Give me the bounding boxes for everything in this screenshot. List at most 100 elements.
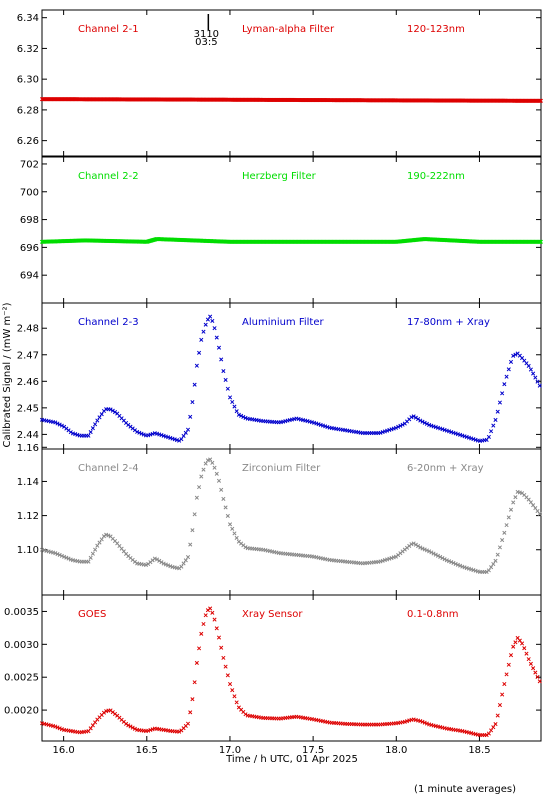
- marker-text: 3110: [194, 29, 219, 40]
- data-point: [188, 710, 193, 715]
- data-point: [135, 429, 140, 434]
- data-point: [88, 429, 93, 435]
- data-point: [232, 404, 237, 409]
- data-point: [130, 725, 135, 730]
- y-tick-label: 0.0020: [4, 706, 39, 717]
- data-point: [500, 692, 505, 697]
- data-point: [409, 415, 414, 420]
- y-tick-label: 6.26: [17, 136, 39, 147]
- data-point: [101, 534, 106, 539]
- data-point: [497, 400, 502, 405]
- data-point: [216, 635, 222, 640]
- data-point: [232, 694, 237, 699]
- data-point: [458, 563, 463, 568]
- data-point: [535, 508, 540, 514]
- x-tick-label: 16.5: [136, 745, 158, 756]
- data-point: [221, 369, 226, 374]
- data-point: [491, 725, 496, 730]
- data-point: [166, 563, 171, 568]
- data-point: [216, 478, 222, 483]
- data-point: [143, 562, 149, 568]
- data-point: [508, 653, 514, 658]
- data-point: [513, 352, 518, 357]
- data-point: [420, 719, 425, 724]
- data-point: [208, 457, 213, 462]
- data-point: [219, 357, 224, 362]
- x-tick-label: 16.0: [52, 745, 74, 756]
- data-series: [39, 457, 542, 575]
- data-point: [99, 537, 104, 542]
- data-point: [154, 557, 160, 562]
- data-point: [504, 672, 509, 677]
- data-point: [489, 429, 494, 434]
- data-point: [57, 422, 62, 427]
- data-point: [199, 474, 204, 479]
- data-series: [39, 236, 543, 244]
- data-point: [438, 554, 443, 559]
- data-point: [508, 507, 514, 512]
- data-point: [55, 421, 60, 426]
- data-point: [93, 422, 98, 427]
- data-point: [230, 688, 235, 693]
- filter-label: Aluminium Filter: [242, 317, 325, 328]
- data-point: [418, 418, 423, 423]
- data-point: [537, 383, 542, 388]
- data-point: [190, 400, 195, 405]
- panel-1: 6.34 6.32 6.30 6.28 6.26 Channel 2-1 Lyman-alp…: [17, 9, 543, 157]
- data-point: [88, 726, 93, 731]
- data-point: [538, 239, 543, 244]
- data-point: [210, 460, 215, 465]
- data-point: [526, 657, 531, 662]
- data-point: [411, 414, 416, 419]
- data-point: [95, 543, 100, 548]
- data-point: [508, 359, 514, 364]
- data-point: [53, 420, 58, 425]
- data-point: [214, 471, 219, 476]
- data-point: [495, 409, 500, 414]
- data-point: [86, 433, 91, 438]
- y-tick-label: 0.0030: [4, 640, 39, 651]
- channel-label: GOES: [78, 609, 106, 620]
- data-point: [528, 500, 533, 505]
- data-point: [243, 545, 248, 550]
- data-point: [513, 640, 518, 645]
- data-point: [188, 414, 193, 419]
- data-point: [400, 422, 405, 427]
- data-point: [502, 382, 507, 387]
- filter-label: Lyman-alpha Filter: [242, 24, 335, 35]
- data-point: [188, 542, 193, 547]
- data-point: [502, 681, 507, 687]
- data-point: [185, 427, 191, 432]
- data-point: [227, 522, 233, 527]
- data-point: [528, 367, 533, 372]
- data-point: [497, 702, 502, 708]
- data-point: [201, 621, 206, 627]
- data-point: [219, 487, 224, 492]
- data-point: [128, 724, 133, 729]
- data-point: [181, 433, 186, 439]
- footnote: (1 minute averages): [414, 784, 516, 795]
- data-point: [243, 712, 248, 717]
- data-point: [427, 422, 432, 427]
- data-point: [179, 564, 184, 569]
- data-point: [203, 613, 208, 618]
- data-point: [159, 560, 164, 565]
- data-point: [486, 568, 491, 573]
- panel-5: 0.0035 0.0030 0.0025 0.0020 GOES Xray Sensor 0…: [4, 594, 542, 742]
- y-tick-label: 694: [20, 271, 39, 282]
- data-point: [208, 606, 213, 611]
- y-tick-label: 6.32: [17, 44, 39, 55]
- data-point: [194, 495, 199, 500]
- data-point: [491, 423, 496, 428]
- data-point: [520, 641, 525, 646]
- data-point: [106, 533, 111, 538]
- data-point: [183, 430, 188, 435]
- y-tick-label: 1.12: [17, 511, 39, 522]
- data-point: [225, 513, 230, 518]
- x-axis-label: Time / h UTC, 01 Apr 2025: [225, 754, 358, 765]
- data-point: [197, 485, 202, 490]
- data-point: [192, 680, 197, 685]
- data-point: [64, 555, 69, 560]
- y-tick-label: 2.46: [17, 377, 39, 388]
- data-point: [493, 722, 498, 727]
